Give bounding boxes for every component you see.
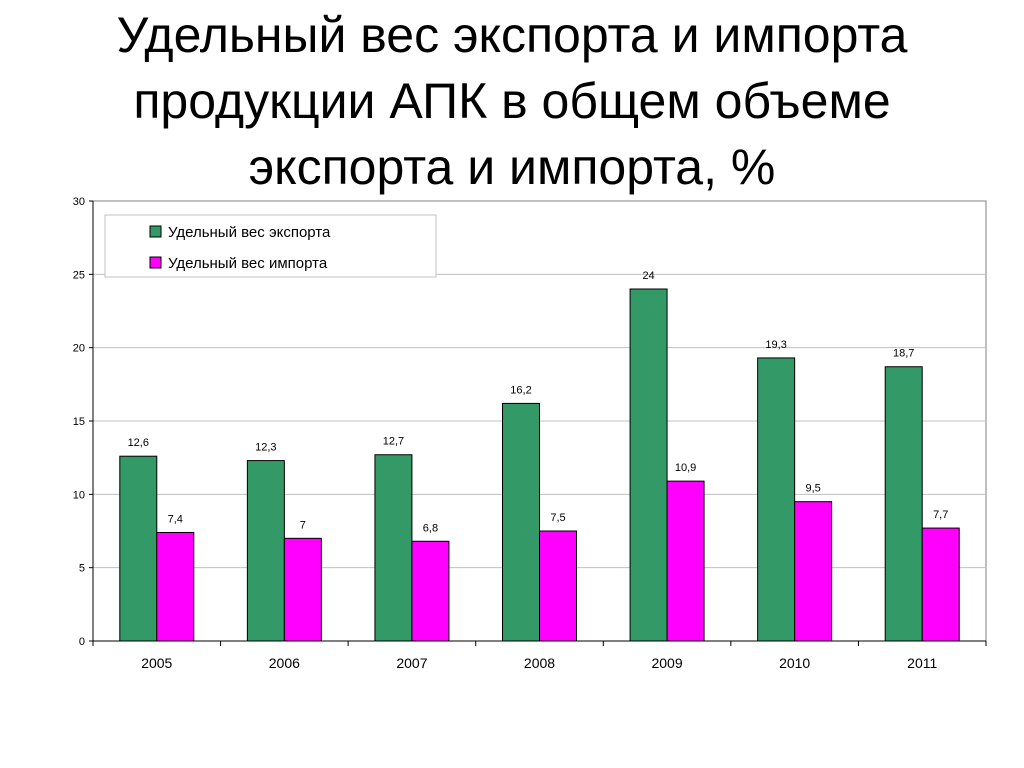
slide-title-line-2: продукции АПК в общем объеме — [133, 73, 891, 129]
bar-import — [411, 540, 450, 642]
data-label-export: 12,7 — [383, 436, 404, 448]
data-label-import: 7,5 — [550, 512, 565, 524]
bar-import — [794, 501, 833, 642]
bar-import — [156, 531, 195, 642]
data-label-export: 19,3 — [765, 339, 786, 351]
bar-export — [246, 460, 285, 642]
slide-title-line-3: экспорта и импорта, % — [248, 139, 776, 195]
data-label-import: 7 — [300, 519, 306, 531]
data-label-import: 9,5 — [805, 483, 820, 495]
data-label-export: 16,2 — [510, 384, 531, 396]
legend-swatch-export — [149, 225, 162, 238]
x-tick-label: 2008 — [524, 655, 555, 671]
slide-title-line-1: Удельный вес экспорта и импорта — [116, 7, 908, 63]
legend-swatch-import — [149, 256, 162, 269]
data-labels: 12,6 7,4 12,3 7 12,7 6,8 16,2 7,5 24 10,9 19,3 9,5 1… — [128, 270, 949, 534]
data-label-import: 7,4 — [168, 513, 183, 525]
y-tick-label: 15 — [73, 416, 85, 428]
x-tick-label: 2006 — [269, 655, 300, 671]
y-tick-label: 10 — [73, 489, 85, 501]
data-label-import: 7,7 — [933, 509, 948, 521]
data-label-export: 12,6 — [128, 437, 149, 449]
data-label-import: 10,9 — [675, 462, 696, 474]
bar-export — [757, 357, 796, 642]
bar-import — [921, 527, 960, 642]
x-axis: 2005 2006 2007 2008 2009 2010 2011 — [92, 640, 987, 671]
slide-title: Удельный вес экспорта и импорта продукци… — [0, 2, 1024, 200]
x-tick-label: 2009 — [651, 655, 682, 671]
x-tick-label: 2011 — [907, 655, 937, 671]
data-label-export: 12,3 — [255, 442, 276, 454]
x-tick-label: 2010 — [779, 655, 810, 671]
x-tick-label: 2007 — [396, 655, 427, 671]
data-label-export: 24 — [642, 270, 654, 282]
y-tick-label: 5 — [79, 563, 85, 575]
legend-label-export: Удельный вес экспорта — [168, 224, 331, 241]
y-tick-label: 25 — [73, 269, 85, 281]
data-label-export: 18,7 — [893, 348, 914, 360]
bar-export — [629, 288, 668, 642]
bar-export — [119, 455, 158, 642]
y-axis: 0 5 10 15 20 25 30 — [73, 196, 94, 648]
bar-import — [539, 530, 577, 642]
y-tick-label: 0 — [79, 636, 85, 648]
y-tick-label: 20 — [73, 343, 85, 355]
bar-export — [374, 454, 413, 642]
legend-label-import: Удельный вес импорта — [168, 255, 328, 272]
x-tick-label: 2005 — [141, 655, 172, 671]
bar-import — [283, 537, 322, 642]
bar-export — [502, 402, 540, 642]
bar-import — [666, 480, 705, 642]
y-tick-label: 30 — [73, 196, 85, 208]
bar-export — [884, 366, 923, 642]
legend: Удельный вес экспорта Удельный вес импор… — [104, 214, 437, 278]
data-label-import: 6,8 — [423, 522, 438, 534]
